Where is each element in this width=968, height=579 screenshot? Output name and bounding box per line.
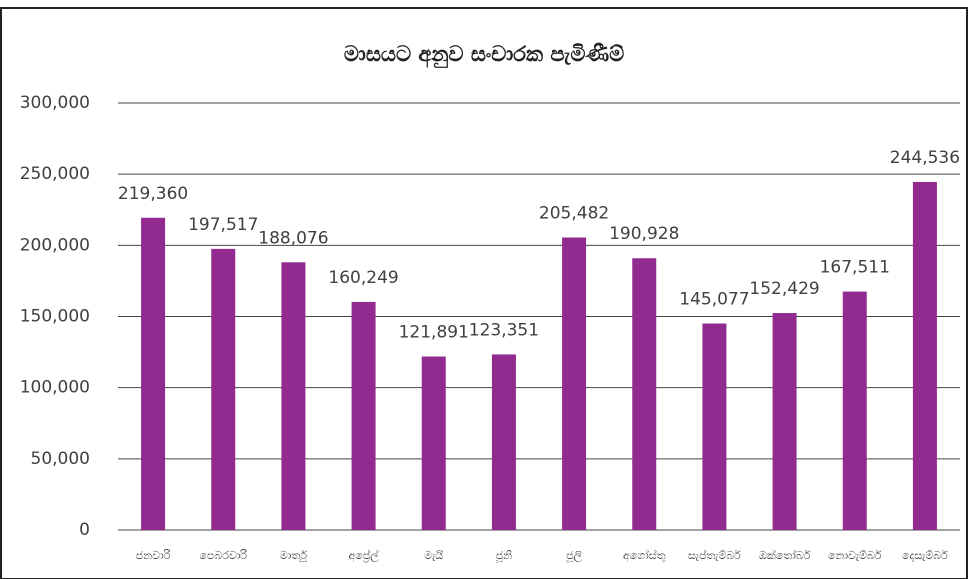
data-label: 205,482 (539, 204, 609, 224)
chart-frame (0, 7, 968, 579)
bar (281, 262, 306, 530)
x-tick-label: නොවැම්බර් (828, 549, 882, 562)
x-tick-label: ජූනි (495, 549, 512, 562)
x-tick-label: දෙසැම්බර් (902, 549, 948, 562)
bar (702, 323, 727, 530)
bar (211, 248, 236, 530)
bar (562, 237, 587, 530)
data-label: 145,077 (679, 290, 749, 310)
x-tick-label: මැයි (424, 549, 443, 562)
y-tick-label: 100,000 (20, 378, 90, 398)
data-label: 160,249 (328, 268, 398, 288)
data-label: 167,511 (820, 258, 890, 278)
x-tick-label: සැප්තැම්බර් (688, 548, 741, 562)
bar (141, 217, 166, 531)
bar (772, 313, 797, 530)
y-tick-label: 200,000 (20, 235, 90, 255)
x-tick-label: ජනවාරි (136, 549, 171, 562)
data-label: 152,429 (749, 279, 819, 299)
chart-title: මාසයට අනුව සංචාරක පැමිණීම් (344, 42, 624, 69)
x-tick-label: අගෝස්තු (623, 548, 666, 563)
data-label: 244,536 (890, 148, 960, 168)
x-tick-label: මාර්තු (280, 549, 307, 562)
bar (421, 356, 446, 530)
y-tick-label: 150,000 (20, 307, 90, 327)
y-tick-label: 50,000 (31, 449, 90, 469)
x-tick-label: අප්‍රේල් (349, 548, 380, 563)
data-label: 188,076 (258, 228, 328, 248)
bar (842, 291, 867, 530)
data-label: 190,928 (609, 224, 679, 244)
bar (491, 354, 516, 530)
x-tick-label: පෙබරවාරි (199, 549, 247, 562)
bar (912, 181, 937, 530)
y-tick-label: 250,000 (20, 164, 90, 184)
y-tick-label: 0 (79, 520, 90, 540)
data-label: 121,891 (399, 323, 469, 343)
data-label: 197,517 (188, 215, 258, 235)
x-tick-label: ඔක්තෝබර් (759, 548, 811, 562)
x-tick-label: ජූලි (566, 549, 583, 563)
data-label: 219,360 (118, 184, 188, 204)
data-label: 123,351 (469, 320, 539, 340)
bar (351, 301, 376, 530)
y-tick-label: 300,000 (20, 93, 90, 113)
bar (632, 258, 657, 530)
